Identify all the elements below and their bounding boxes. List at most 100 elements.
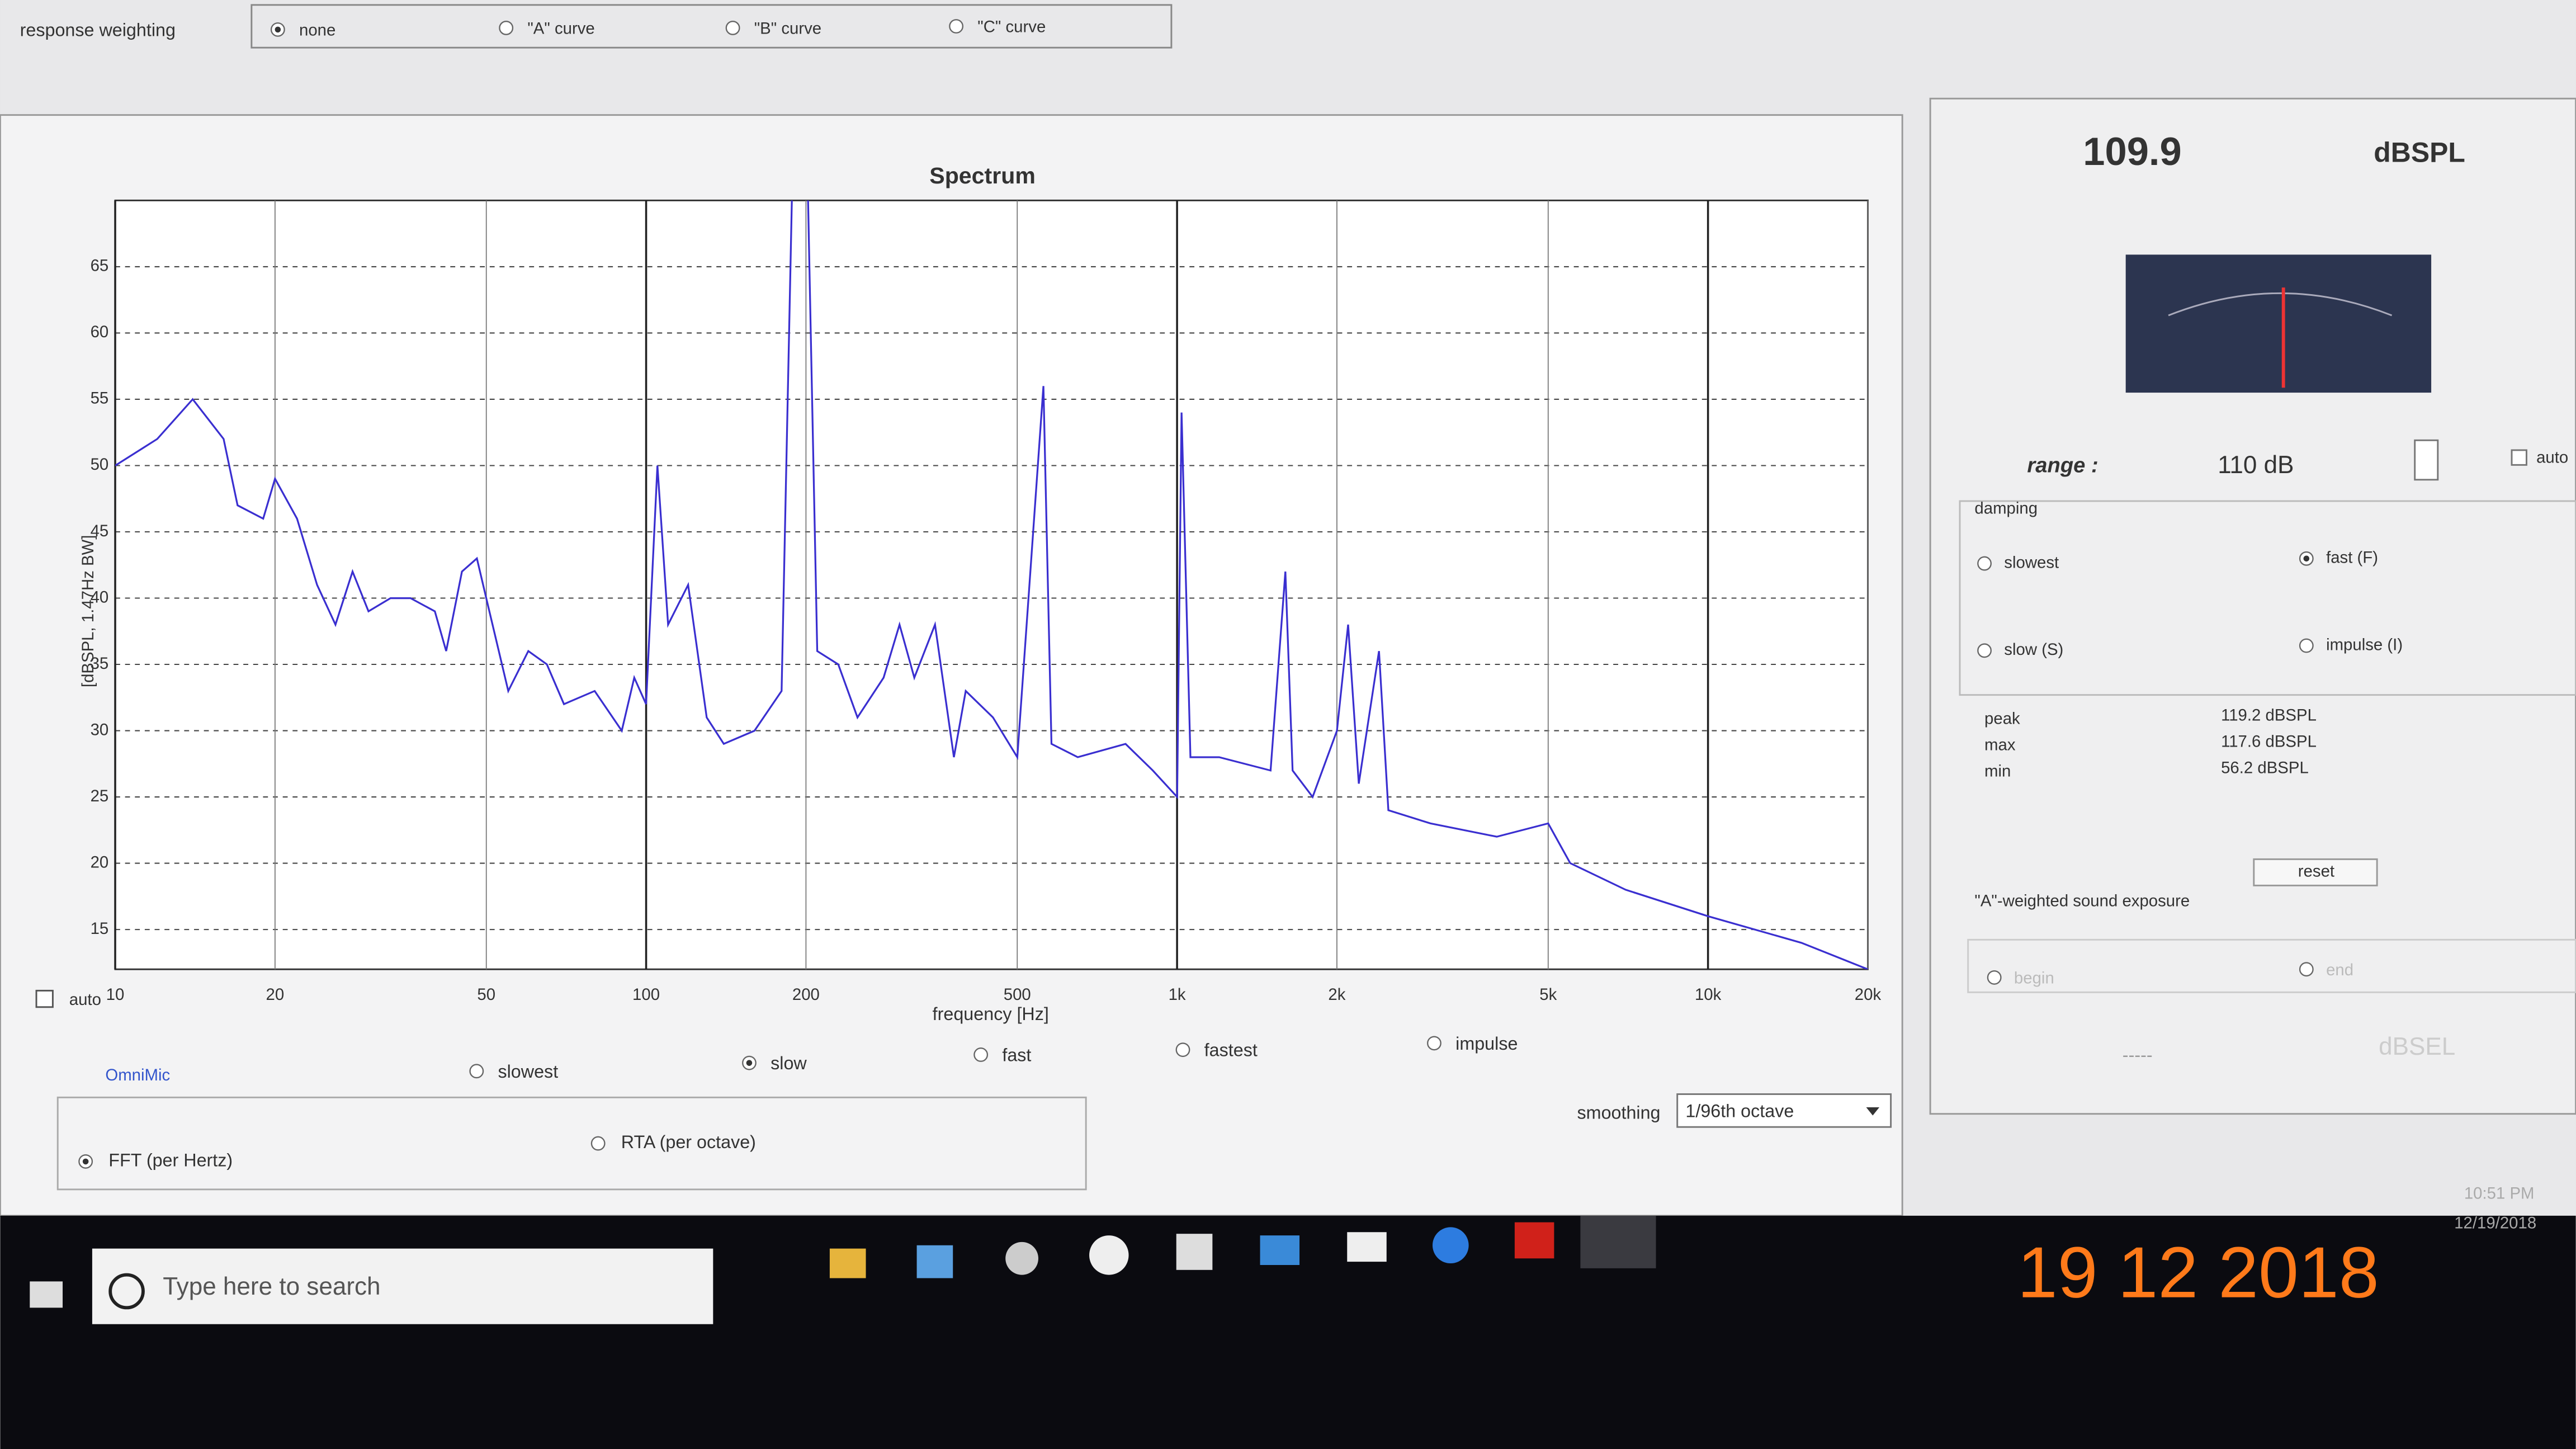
app-icon[interactable] bbox=[1260, 1235, 1300, 1265]
y-tick-label: 35 bbox=[91, 654, 109, 673]
stat-name: max bbox=[1984, 735, 2016, 754]
x-tick-label: 100 bbox=[632, 985, 660, 1004]
app-icon[interactable] bbox=[829, 1248, 866, 1278]
x-tick-label: 500 bbox=[1004, 985, 1031, 1004]
damping-option[interactable]: slow (S) bbox=[2004, 640, 2063, 659]
radio[interactable] bbox=[590, 1136, 606, 1151]
app-icon[interactable] bbox=[916, 1245, 953, 1278]
radio[interactable] bbox=[2299, 638, 2314, 653]
smoothing-select[interactable] bbox=[1676, 1093, 1892, 1128]
radio[interactable] bbox=[499, 21, 514, 35]
x-tick-label: 1k bbox=[1169, 985, 1186, 1004]
level-unit: dBSPL bbox=[2374, 136, 2465, 168]
checkbox[interactable] bbox=[35, 989, 54, 1008]
y-tick-label: 60 bbox=[91, 323, 109, 341]
stat-name: peak bbox=[1984, 709, 2020, 728]
radio[interactable] bbox=[2299, 962, 2314, 977]
auto-label[interactable]: auto bbox=[69, 990, 101, 1009]
search-box[interactable] bbox=[92, 1248, 713, 1324]
meter-panel bbox=[1929, 97, 2576, 1115]
auto-label[interactable]: auto bbox=[2536, 448, 2568, 466]
clock-time: 10:51 PM bbox=[2464, 1184, 2535, 1202]
radio[interactable] bbox=[1175, 1042, 1190, 1058]
spinner[interactable] bbox=[2414, 439, 2439, 481]
photo-date-stamp: 19 12 2018 bbox=[2017, 1233, 2379, 1313]
app-icon-active[interactable] bbox=[1580, 1215, 1656, 1268]
level: 109.9 bbox=[2083, 129, 2181, 173]
smoothing-value[interactable]: 1/96th octave bbox=[1685, 1101, 1794, 1121]
radio-dot bbox=[275, 26, 281, 33]
radio[interactable] bbox=[1427, 1036, 1441, 1051]
y-axis-label: [dBSPL, 1.47Hz BW] bbox=[79, 535, 97, 688]
stat-name: min bbox=[1984, 762, 2011, 780]
exposure-value: ----- bbox=[2123, 1045, 2153, 1065]
x-tick-label: 5k bbox=[1539, 985, 1557, 1004]
x-tick-label: 50 bbox=[477, 985, 495, 1004]
app-icon[interactable] bbox=[1176, 1234, 1213, 1270]
x-tick-label: 10 bbox=[106, 985, 125, 1004]
radio[interactable] bbox=[1977, 643, 1992, 658]
mode-option[interactable]: RTA (per octave) bbox=[621, 1132, 756, 1152]
radio-dot bbox=[2303, 555, 2310, 562]
start-button[interactable] bbox=[30, 1281, 63, 1308]
exposure-unit: dBSEL bbox=[2379, 1033, 2455, 1060]
smoothing-label: smoothing bbox=[1577, 1102, 1661, 1122]
radio[interactable] bbox=[973, 1047, 989, 1062]
y-tick-label: 65 bbox=[91, 257, 109, 275]
option[interactable]: none bbox=[299, 21, 335, 40]
y-tick-label: 55 bbox=[91, 389, 109, 408]
damping-option[interactable]: slowest bbox=[2004, 553, 2059, 572]
app-icon[interactable] bbox=[1347, 1232, 1387, 1262]
reset-button[interactable] bbox=[2253, 858, 2378, 886]
speed-option[interactable]: impulse bbox=[1455, 1033, 1518, 1054]
x-tick-label: 10k bbox=[1695, 985, 1722, 1004]
exposure-option[interactable]: begin bbox=[2014, 969, 2054, 988]
damping-option[interactable]: impulse (I) bbox=[2326, 635, 2403, 654]
y-tick-label: 25 bbox=[91, 787, 109, 805]
spectrum-line bbox=[115, 200, 1868, 970]
radio[interactable] bbox=[469, 1064, 484, 1079]
app-icon[interactable] bbox=[1089, 1235, 1129, 1275]
x-tick-label: 20 bbox=[266, 985, 285, 1004]
dropdown-arrow bbox=[1866, 1107, 1880, 1116]
chart-title: Spectrum bbox=[929, 163, 1036, 188]
search-icon bbox=[108, 1273, 145, 1310]
x-tick-label: 2k bbox=[1328, 985, 1345, 1004]
x-axis-label: frequency [Hz] bbox=[933, 1004, 1049, 1024]
speed-option[interactable]: fast bbox=[1002, 1045, 1031, 1065]
mode-option[interactable]: FFT (per Hertz) bbox=[108, 1150, 233, 1170]
option[interactable]: "B" curve bbox=[754, 20, 821, 38]
checkbox[interactable] bbox=[2511, 449, 2527, 466]
source-label[interactable]: OmniMic bbox=[105, 1066, 170, 1084]
stats: peak 119.2 dBSPL max 117.6 dBSPL min 56.2 dBS… bbox=[1984, 706, 2317, 781]
app-icon[interactable] bbox=[1514, 1222, 1554, 1259]
radio[interactable] bbox=[949, 19, 964, 34]
radio[interactable] bbox=[725, 21, 740, 35]
reset-label[interactable]: reset bbox=[2298, 862, 2334, 881]
toolbar-label: response weighting bbox=[20, 20, 176, 40]
damping-option[interactable]: fast (F) bbox=[2326, 549, 2378, 567]
option[interactable]: "A" curve bbox=[527, 20, 594, 38]
range-value: 110 dB bbox=[2218, 451, 2294, 479]
clock-date: 12/19/2018 bbox=[2454, 1214, 2536, 1232]
stat-value: 117.6 dBSPL bbox=[2221, 733, 2317, 751]
chart: Spectrum frequency [Hz] [dBSPL, 1.47Hz B… bbox=[79, 163, 1882, 1024]
speed-option[interactable]: slow bbox=[771, 1053, 807, 1073]
app-icon[interactable] bbox=[1433, 1227, 1469, 1264]
radio[interactable] bbox=[1987, 970, 2002, 985]
damping-label: damping bbox=[1974, 499, 2038, 517]
search-placeholder[interactable]: Type here to search bbox=[163, 1273, 380, 1300]
mode-box bbox=[56, 1096, 1087, 1191]
stat-value: 56.2 dBSPL bbox=[2221, 759, 2309, 777]
option[interactable]: "C" curve bbox=[977, 18, 1046, 36]
plot-area bbox=[114, 199, 1869, 970]
exposure-option[interactable]: end bbox=[2326, 961, 2353, 979]
toolbar-box bbox=[250, 4, 1173, 49]
speed-option[interactable]: fastest bbox=[1204, 1040, 1258, 1060]
radio[interactable] bbox=[1977, 556, 1992, 571]
exposure-label: "A"-weighted sound exposure bbox=[1974, 892, 2190, 910]
radio-dot bbox=[746, 1060, 753, 1066]
speed-option[interactable]: slowest bbox=[498, 1061, 558, 1082]
app-icon[interactable] bbox=[1005, 1242, 1038, 1275]
